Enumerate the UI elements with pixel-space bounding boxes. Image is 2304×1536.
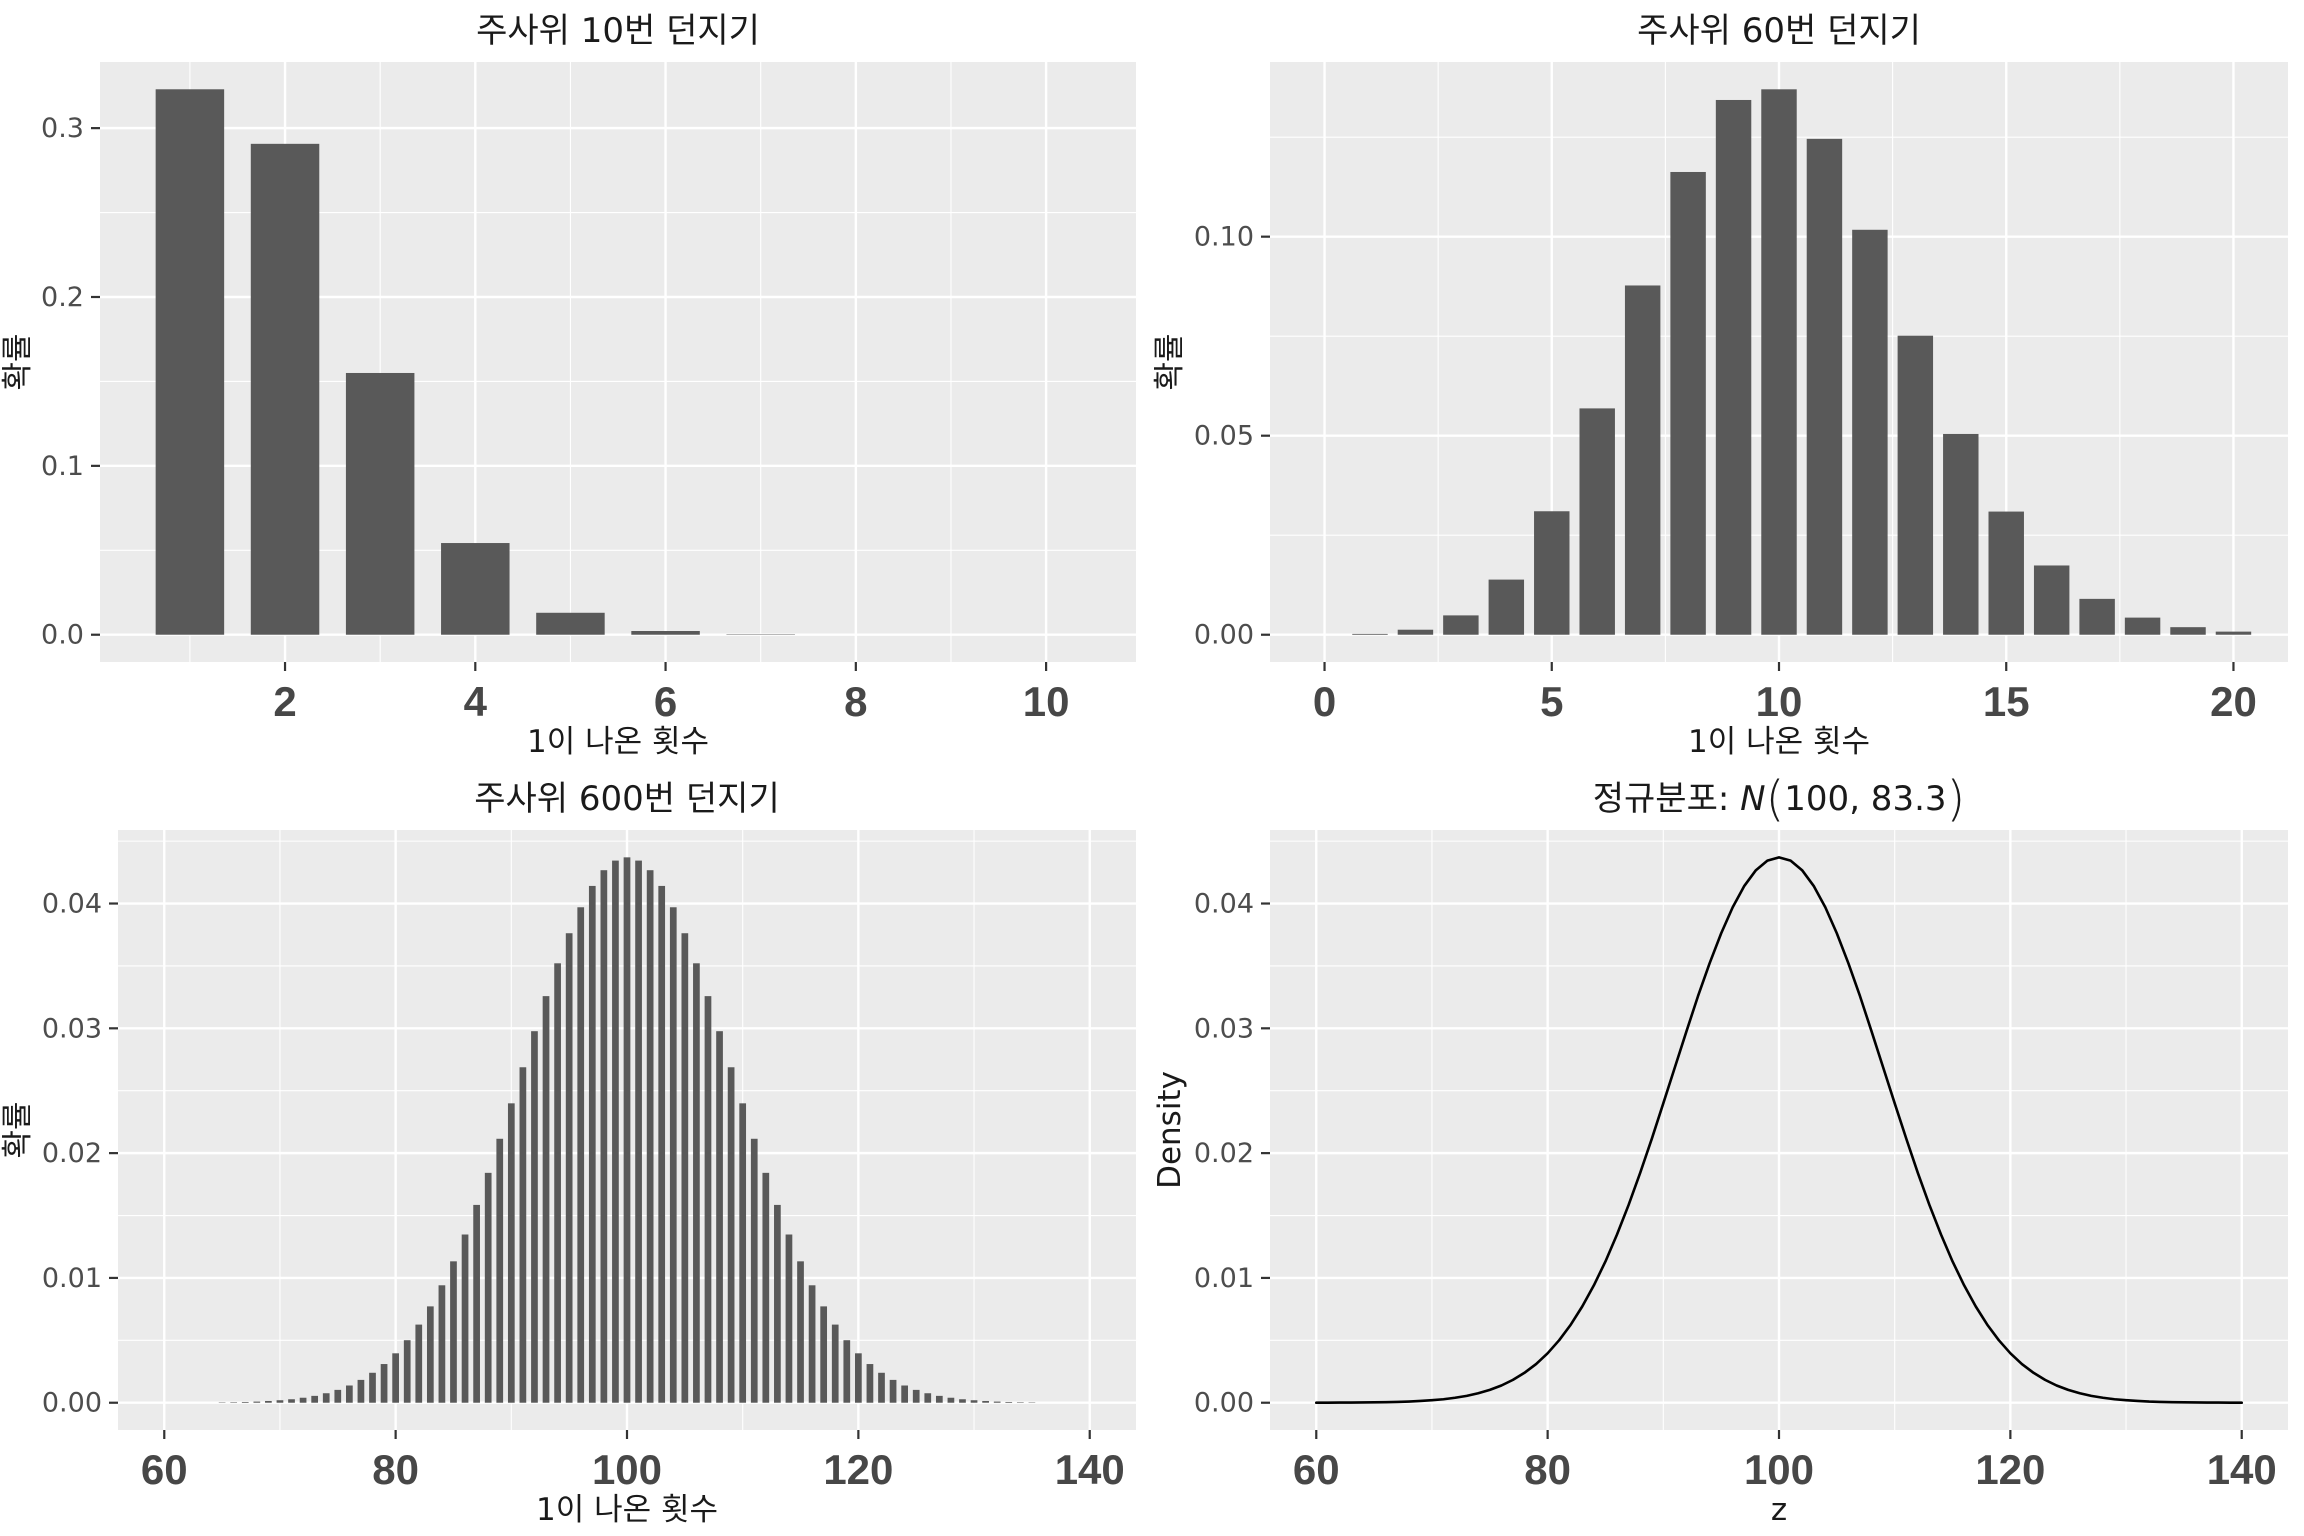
svg-text:8: 8 <box>844 678 867 725</box>
svg-text:확률: 확률 <box>1152 333 1188 390</box>
chart-dice-10-rolls: 2 4 6 8 10 0.0 0.1 0.2 0.3 주사위 10번 던지기 1이 나온 횟수 확률 <box>0 0 1152 768</box>
svg-text:140: 140 <box>1055 1446 1125 1493</box>
svg-text:5: 5 <box>1540 678 1563 725</box>
svg-text:0.04: 0.04 <box>1194 889 1254 920</box>
svg-text:10: 10 <box>1023 678 1070 725</box>
svg-text:1이 나온 횟수: 1이 나온 횟수 <box>1688 724 1870 760</box>
svg-text:0.03: 0.03 <box>1194 1013 1254 1044</box>
svg-text:0.1: 0.1 <box>41 451 84 482</box>
chart-dice-60-rolls: 0 5 10 15 20 0.00 0.05 0.10 주사위 60번 던지기 1이 나온 횟수 확… <box>1152 0 2304 768</box>
svg-text:0.00: 0.00 <box>1194 1388 1254 1419</box>
svg-text:120: 120 <box>1975 1446 2045 1493</box>
svg-text:2: 2 <box>273 678 296 725</box>
chart-dice-60-rolls-canvas: 0 5 10 15 20 0.00 0.05 0.10 주사위 60번 던지기 1이 나온 횟수 확… <box>1152 11 2288 760</box>
chart-normal-distribution-canvas: 60 80 100 120 140 0.00 0.01 0.02 0.03 0.04 정규분포: N… <box>1152 771 2288 1528</box>
svg-text:정규분포: N(100, 83.3): 정규분포: N(100, 83.3) <box>1593 771 1966 827</box>
svg-text:확률: 확률 <box>0 1101 36 1158</box>
svg-text:60: 60 <box>1293 1446 1340 1493</box>
svg-text:100: 100 <box>592 1446 662 1493</box>
svg-text:확률: 확률 <box>0 333 36 390</box>
svg-text:0.03: 0.03 <box>42 1013 102 1044</box>
svg-text:0.04: 0.04 <box>42 889 102 920</box>
svg-text:6: 6 <box>654 678 677 725</box>
svg-text:0.0: 0.0 <box>41 620 84 651</box>
svg-text:15: 15 <box>1983 678 2030 725</box>
svg-text:주사위 60번 던지기: 주사위 60번 던지기 <box>1637 11 1921 51</box>
svg-text:1이 나온 횟수: 1이 나온 횟수 <box>527 724 709 760</box>
svg-text:140: 140 <box>2207 1446 2277 1493</box>
svg-text:0: 0 <box>1313 678 1336 725</box>
svg-text:20: 20 <box>2210 678 2257 725</box>
chart-dice-10-rolls-canvas: 2 4 6 8 10 0.0 0.1 0.2 0.3 주사위 10번 던지기 1이 나온 횟수 확률 <box>0 11 1136 760</box>
svg-text:80: 80 <box>372 1446 419 1493</box>
svg-text:0.01: 0.01 <box>42 1263 102 1294</box>
svg-text:주사위 10번 던지기: 주사위 10번 던지기 <box>476 11 760 51</box>
svg-text:10: 10 <box>1756 678 1803 725</box>
svg-text:0.02: 0.02 <box>42 1138 102 1169</box>
svg-text:0.02: 0.02 <box>1194 1138 1254 1169</box>
svg-text:80: 80 <box>1524 1446 1571 1493</box>
chart-dice-600-rolls-canvas: 60 80 100 120 140 0.00 0.01 0.02 0.03 0.04 주사위 600… <box>0 779 1136 1528</box>
svg-text:주사위 600번 던지기: 주사위 600번 던지기 <box>474 779 779 819</box>
svg-text:0.2: 0.2 <box>41 282 84 313</box>
svg-text:0.05: 0.05 <box>1194 421 1254 452</box>
svg-text:0.01: 0.01 <box>1194 1263 1254 1294</box>
svg-text:4: 4 <box>464 678 488 725</box>
svg-text:z: z <box>1771 1492 1787 1528</box>
chart-normal-distribution: 60 80 100 120 140 0.00 0.01 0.02 0.03 0.04 정규분포: N… <box>1152 768 2304 1536</box>
svg-text:60: 60 <box>141 1446 188 1493</box>
svg-text:0.10: 0.10 <box>1194 222 1254 253</box>
chart-dice-600-rolls: 60 80 100 120 140 0.00 0.01 0.02 0.03 0.04 주사위 600… <box>0 768 1152 1536</box>
svg-text:0.3: 0.3 <box>41 113 84 144</box>
svg-text:100: 100 <box>1744 1446 1814 1493</box>
svg-text:0.00: 0.00 <box>42 1388 102 1419</box>
svg-text:120: 120 <box>823 1446 893 1493</box>
svg-text:1이 나온 횟수: 1이 나온 횟수 <box>536 1492 718 1528</box>
svg-text:0.00: 0.00 <box>1194 620 1254 651</box>
svg-text:Density: Density <box>1152 1071 1188 1189</box>
